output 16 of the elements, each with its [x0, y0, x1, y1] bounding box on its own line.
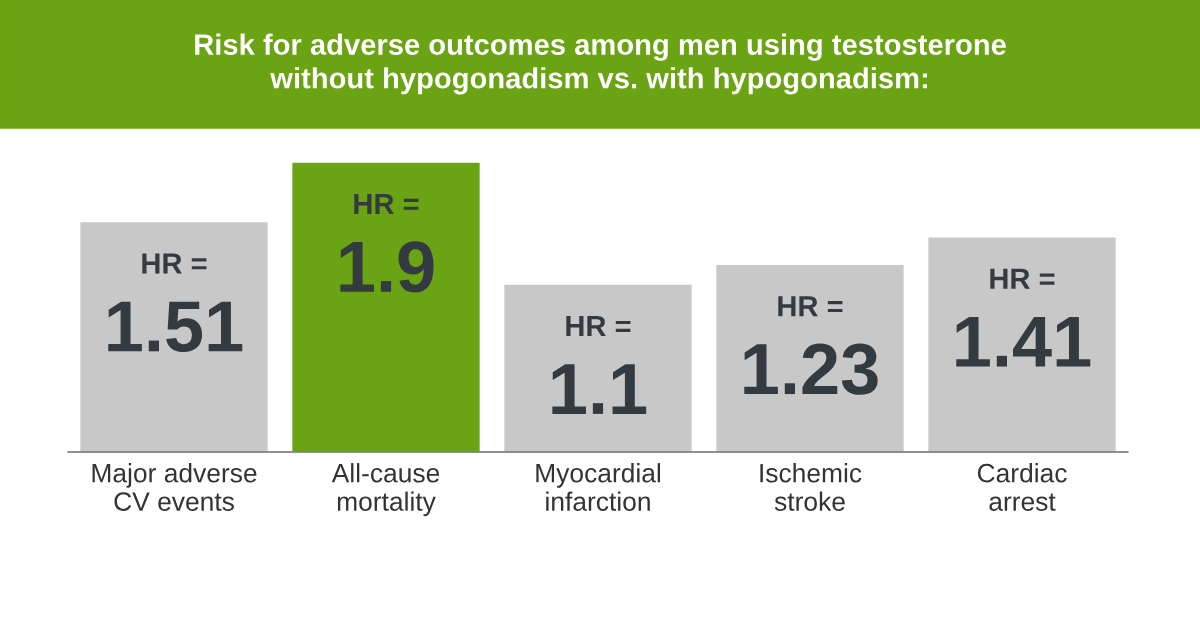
- data-label: HR = 1.9: [340, 193, 434, 293]
- bar: [926, 236, 1118, 452]
- x-tick-label: All-cause mortality: [331, 463, 440, 517]
- chart-title: Risk for adverse outcomes among men using testosterone without hypogonadism vs. with hypogonadism:: [195, 33, 1006, 95]
- bar: [714, 263, 906, 452]
- data-label: HR = 1.1: [552, 316, 647, 414]
- x-tick-label: Cardiac arrest: [977, 463, 1067, 511]
- bar: [78, 220, 270, 452]
- bar: [502, 283, 694, 452]
- data-label: HR = 1.41: [956, 268, 1091, 367]
- data-label: HR = 1.23: [744, 296, 878, 395]
- x-tick-label: Myocardial infarction: [536, 463, 661, 511]
- x-tick-label: Major adverse CV events: [92, 463, 257, 511]
- data-label: HR = 1.51: [108, 253, 243, 353]
- x-tick-label: Ischemic stroke: [760, 463, 862, 511]
- bar: [290, 162, 482, 452]
